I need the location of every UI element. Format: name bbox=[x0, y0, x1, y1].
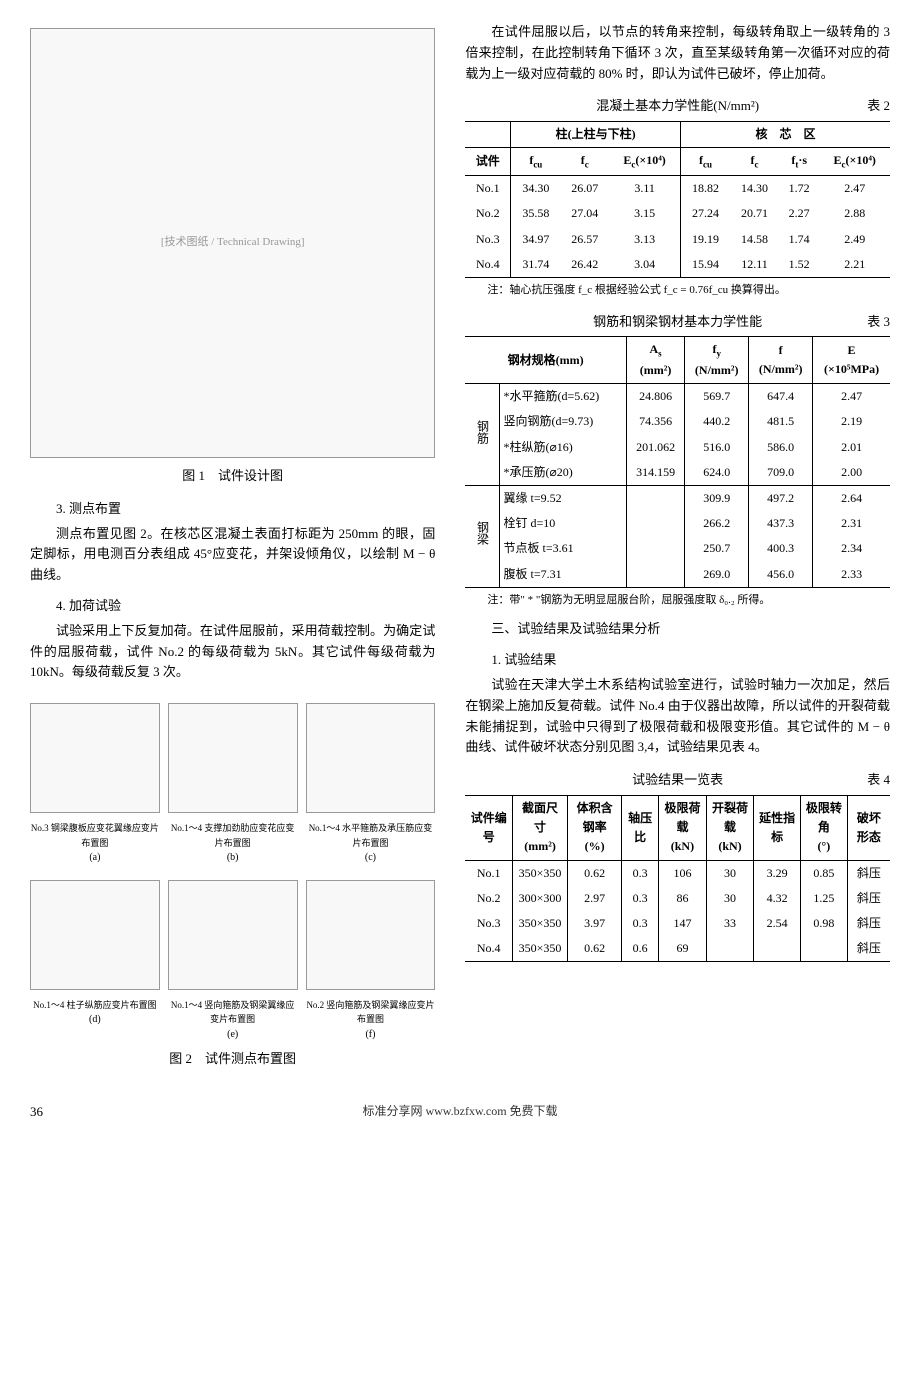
section-3-title: 3. 测点布置 bbox=[30, 499, 435, 520]
table2-title: 混凝土基本力学性能(N/mm²) 表 2 bbox=[465, 96, 890, 117]
table-3: 钢材规格(mm)As(mm²)fy(N/mm²)f(N/mm²)E(×10⁵MP… bbox=[465, 336, 890, 587]
fig2b bbox=[168, 703, 298, 813]
result-para: 试验在天津大学土木系结构试验室进行，试验时轴力一次加足，然后在钢梁上施加反复荷载… bbox=[465, 675, 890, 758]
table4-title: 试验结果一览表 表 4 bbox=[465, 770, 890, 791]
page-footer: 36 标准分享网 www.bzfxw.com 免费下载 bbox=[30, 1102, 890, 1123]
result-title: 三、试验结果及试验结果分析 bbox=[465, 619, 890, 640]
right-column: 在试件屈服以后，以节点的转角来控制，每级转角取上一级转角的 3 倍来控制，在此控… bbox=[465, 20, 890, 1082]
fig2d bbox=[30, 880, 160, 990]
footer-site: 标准分享网 www.bzfxw.com 免费下载 bbox=[362, 1102, 557, 1121]
table-4: 试件编号截面尺寸(mm²)体积含钢率(%)轴压比极限荷载(kN)开裂荷载(kN)… bbox=[465, 795, 890, 962]
section-3-para: 测点布置见图 2。在核芯区混凝土表面打标距为 250mm 的眼，固定脚标，用电测… bbox=[30, 524, 435, 586]
section-4-title: 4. 加荷试验 bbox=[30, 596, 435, 617]
fig2-caption: 图 2 试件测点布置图 bbox=[30, 1049, 435, 1070]
fig2a bbox=[30, 703, 160, 813]
intro-para: 在试件屈服以后，以节点的转角来控制，每级转角取上一级转角的 3 倍来控制，在此控… bbox=[465, 22, 890, 84]
fig2c bbox=[306, 703, 436, 813]
fig2f bbox=[306, 880, 436, 990]
fig1-caption: 图 1 试件设计图 bbox=[30, 466, 435, 487]
table3-title: 钢筋和钢梁钢材基本力学性能 表 3 bbox=[465, 312, 890, 333]
fig2e bbox=[168, 880, 298, 990]
section-4-para: 试验采用上下反复加荷。在试件屈服前，采用荷载控制。为确定试件的屈服荷载，试件 N… bbox=[30, 621, 435, 683]
table-2: 柱(上柱与下柱) 核 芯 区 试件fcufcEc(×10⁴)fcufcft·sE… bbox=[465, 121, 890, 278]
left-column: [技术图纸 / Technical Drawing] 图 1 试件设计图 3. … bbox=[30, 20, 435, 1082]
page-number: 36 bbox=[30, 1102, 43, 1123]
figure-1: [技术图纸 / Technical Drawing] bbox=[30, 28, 435, 458]
result-sub: 1. 试验结果 bbox=[465, 650, 890, 671]
table2-note: 注：轴心抗压强度 f_c 根据经验公式 f_c = 0.76f_cu 换算得出。 bbox=[465, 282, 890, 300]
table3-note: 注：带" * "钢筋为无明显屈服台阶，屈服强度取 δ₀.₂ 所得。 bbox=[465, 592, 890, 610]
